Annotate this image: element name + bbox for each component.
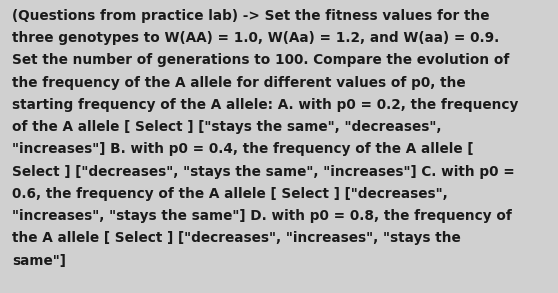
Text: "increases", "stays the same"] D. with p0 = 0.8, the frequency of: "increases", "stays the same"] D. with p…	[12, 209, 512, 223]
Text: of the A allele [ Select ] ["stays the same", "decreases",: of the A allele [ Select ] ["stays the s…	[12, 120, 442, 134]
Text: same"]: same"]	[12, 254, 66, 268]
Text: the A allele [ Select ] ["decreases", "increases", "stays the: the A allele [ Select ] ["decreases", "i…	[12, 231, 461, 246]
Text: Select ] ["decreases", "stays the same", "increases"] C. with p0 =: Select ] ["decreases", "stays the same",…	[12, 165, 515, 179]
Text: "increases"] B. with p0 = 0.4, the frequency of the A allele [: "increases"] B. with p0 = 0.4, the frequ…	[12, 142, 474, 156]
Text: 0.6, the frequency of the A allele [ Select ] ["decreases",: 0.6, the frequency of the A allele [ Sel…	[12, 187, 448, 201]
Text: (Questions from practice lab) -> Set the fitness values for the: (Questions from practice lab) -> Set the…	[12, 9, 490, 23]
Text: Set the number of generations to 100. Compare the evolution of: Set the number of generations to 100. Co…	[12, 53, 509, 67]
Text: three genotypes to W(AA) = 1.0, W(Aa) = 1.2, and W(aa) = 0.9.: three genotypes to W(AA) = 1.0, W(Aa) = …	[12, 31, 499, 45]
Text: starting frequency of the A allele: A. with p0 = 0.2, the frequency: starting frequency of the A allele: A. w…	[12, 98, 518, 112]
Text: the frequency of the A allele for different values of p0, the: the frequency of the A allele for differ…	[12, 76, 466, 90]
